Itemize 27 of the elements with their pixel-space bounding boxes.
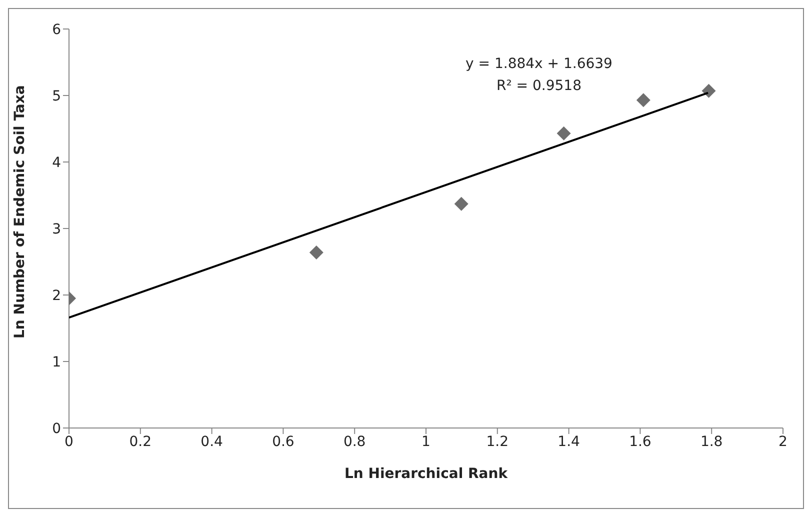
x-tick-label: 1.6: [629, 434, 652, 450]
y-tick-label: 4: [52, 154, 62, 171]
x-tick-label: 0.6: [272, 434, 294, 450]
x-tick-label: 1.8: [700, 434, 723, 450]
y-tick-label: 2: [52, 288, 61, 304]
point: [309, 245, 324, 260]
y-tick-label: 0: [52, 420, 61, 437]
y-tick-label: 6: [52, 22, 62, 38]
y-axis-title: Ln Number of Endemic Soil Taxa: [12, 85, 28, 338]
x-tick-label: 0.2: [129, 434, 152, 450]
annotation: R² = 0.9518: [496, 77, 582, 96]
x-axis-title: Ln Hierarchical Rank: [344, 466, 508, 482]
point: [636, 93, 650, 108]
x-tick-label: 1: [422, 434, 430, 450]
x-tick-label: 0: [64, 434, 74, 450]
point: [556, 126, 571, 140]
x-tick-label: 2: [778, 434, 788, 450]
point: [454, 196, 468, 211]
annotation: y = 1.884x + 1.6639: [464, 55, 614, 74]
y-tick-label: 3: [52, 221, 61, 238]
x-tick-label: 1.2: [486, 434, 509, 450]
x-tick-label: 0.4: [200, 434, 224, 450]
y-tick-label: 5: [52, 88, 61, 104]
point: [702, 84, 716, 98]
x-tick-label: 0.8: [343, 434, 366, 450]
y-tick-label: 1: [52, 354, 61, 370]
x-tick-label: 1.4: [558, 434, 580, 450]
